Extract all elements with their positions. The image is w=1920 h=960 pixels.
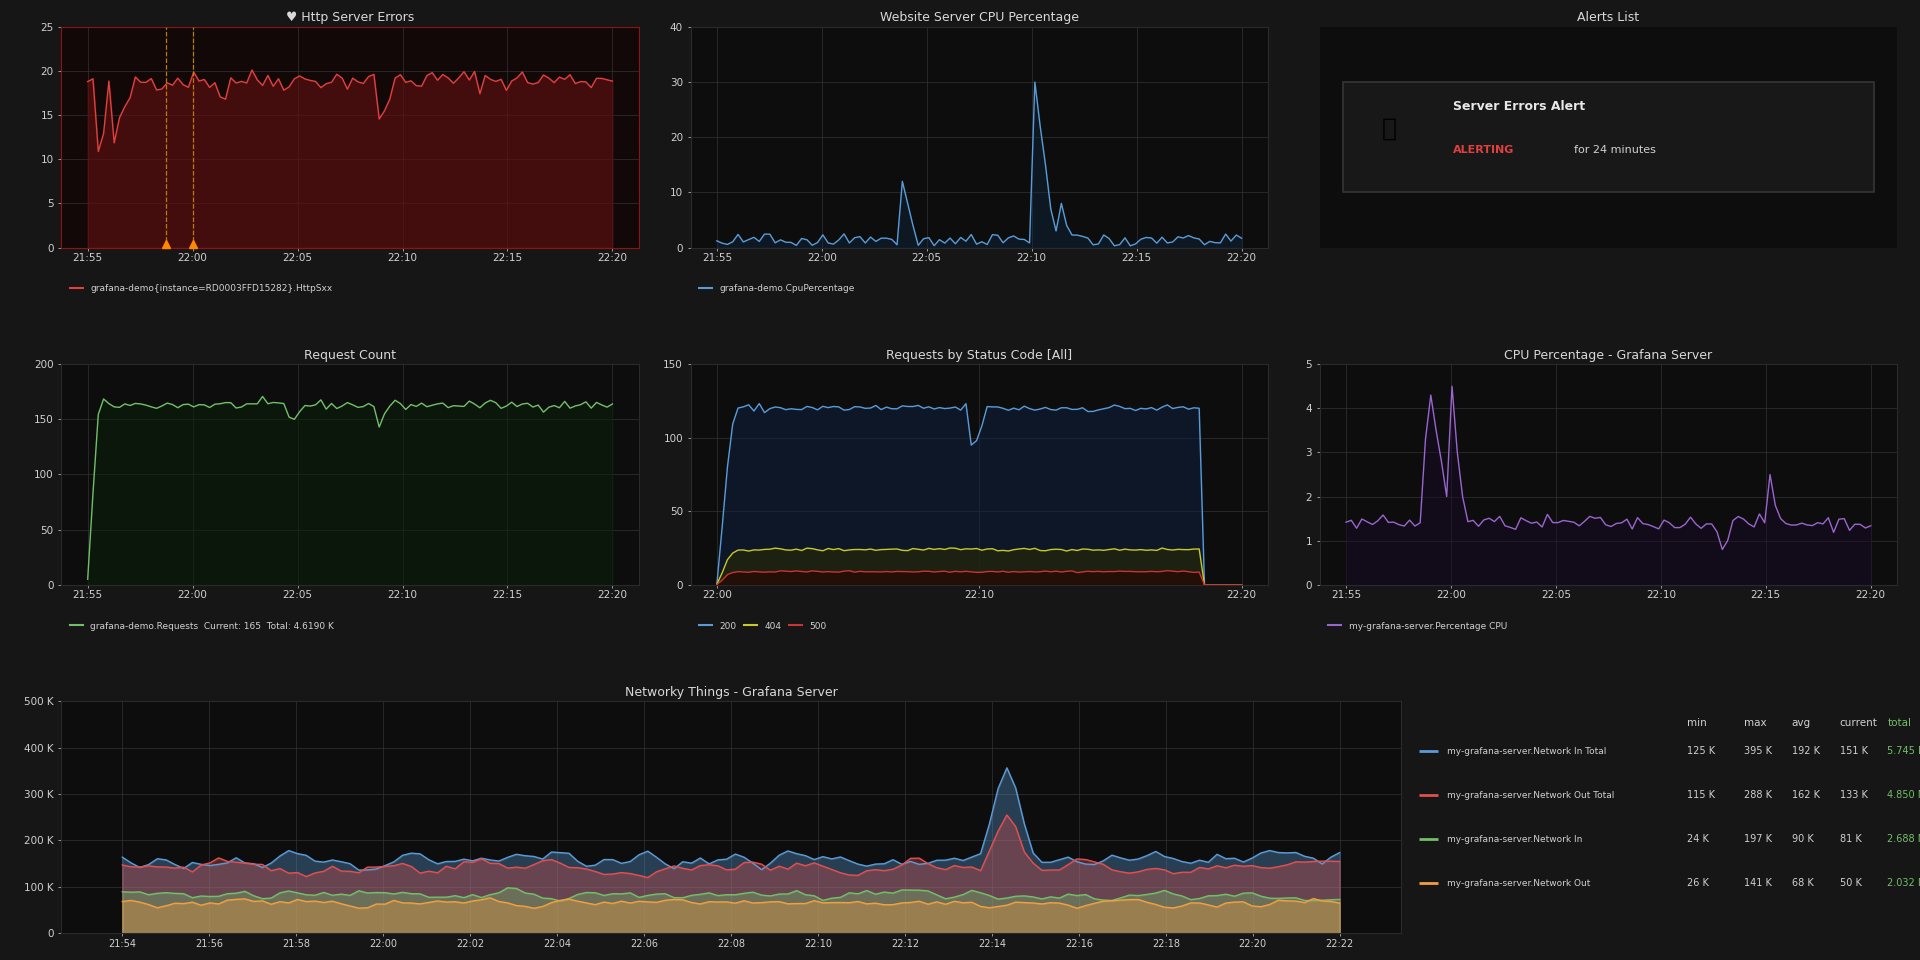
Text: ALERTING: ALERTING — [1453, 145, 1513, 156]
Legend: grafana-demo.Requests  Current: 165  Total: 4.6190 K: grafana-demo.Requests Current: 165 Total… — [65, 618, 338, 635]
Title: Request Count: Request Count — [303, 348, 396, 362]
Text: max: max — [1743, 718, 1766, 728]
Legend: grafana-demo{instance=RD0003FFD15282}.HttpSxx: grafana-demo{instance=RD0003FFD15282}.Ht… — [65, 280, 336, 297]
Text: 395 K: 395 K — [1743, 746, 1772, 756]
Title: Requests by Status Code [All]: Requests by Status Code [All] — [887, 348, 1071, 362]
Title: ♥ Http Server Errors: ♥ Http Server Errors — [286, 12, 415, 24]
Text: 24 K: 24 K — [1686, 834, 1709, 844]
Title: Website Server CPU Percentage: Website Server CPU Percentage — [879, 12, 1079, 24]
Text: my-grafana-server.Network In Total: my-grafana-server.Network In Total — [1448, 747, 1607, 756]
Text: 2.032 Mil: 2.032 Mil — [1887, 878, 1920, 888]
Text: 197 K: 197 K — [1743, 834, 1772, 844]
Text: current: current — [1839, 718, 1878, 728]
Text: 26 K: 26 K — [1686, 878, 1709, 888]
Legend: my-grafana-server.Percentage CPU: my-grafana-server.Percentage CPU — [1325, 618, 1511, 635]
Text: 81 K: 81 K — [1839, 834, 1860, 844]
FancyBboxPatch shape — [1342, 82, 1874, 192]
Text: 133 K: 133 K — [1839, 790, 1868, 801]
Text: my-grafana-server.Network Out: my-grafana-server.Network Out — [1448, 878, 1592, 888]
Text: 5.745 Mil: 5.745 Mil — [1887, 746, 1920, 756]
Text: 90 K: 90 K — [1791, 834, 1814, 844]
Text: 162 K: 162 K — [1791, 790, 1820, 801]
Text: 115 K: 115 K — [1686, 790, 1715, 801]
Text: 68 K: 68 K — [1791, 878, 1814, 888]
Text: 125 K: 125 K — [1686, 746, 1715, 756]
Text: 💔: 💔 — [1382, 116, 1396, 140]
Title: CPU Percentage - Grafana Server: CPU Percentage - Grafana Server — [1503, 348, 1713, 362]
Text: my-grafana-server.Network In: my-grafana-server.Network In — [1448, 835, 1582, 844]
Text: 288 K: 288 K — [1743, 790, 1772, 801]
Text: Server Errors Alert: Server Errors Alert — [1453, 100, 1584, 113]
Text: 4.850 Mil: 4.850 Mil — [1887, 790, 1920, 801]
Legend: grafana-demo.CpuPercentage: grafana-demo.CpuPercentage — [695, 280, 858, 297]
Legend: 200, 404, 500: 200, 404, 500 — [695, 618, 831, 635]
Text: total: total — [1887, 718, 1912, 728]
Text: 141 K: 141 K — [1743, 878, 1772, 888]
Title: Alerts List: Alerts List — [1578, 12, 1640, 24]
Text: for 24 minutes: for 24 minutes — [1574, 145, 1655, 156]
Title: Networky Things - Grafana Server: Networky Things - Grafana Server — [624, 685, 837, 699]
Text: 50 K: 50 K — [1839, 878, 1862, 888]
Text: my-grafana-server.Network Out Total: my-grafana-server.Network Out Total — [1448, 791, 1615, 800]
Text: 151 K: 151 K — [1839, 746, 1868, 756]
Text: min: min — [1686, 718, 1707, 728]
Text: 2.688 Mil: 2.688 Mil — [1887, 834, 1920, 844]
Text: avg: avg — [1791, 718, 1811, 728]
Text: 192 K: 192 K — [1791, 746, 1820, 756]
